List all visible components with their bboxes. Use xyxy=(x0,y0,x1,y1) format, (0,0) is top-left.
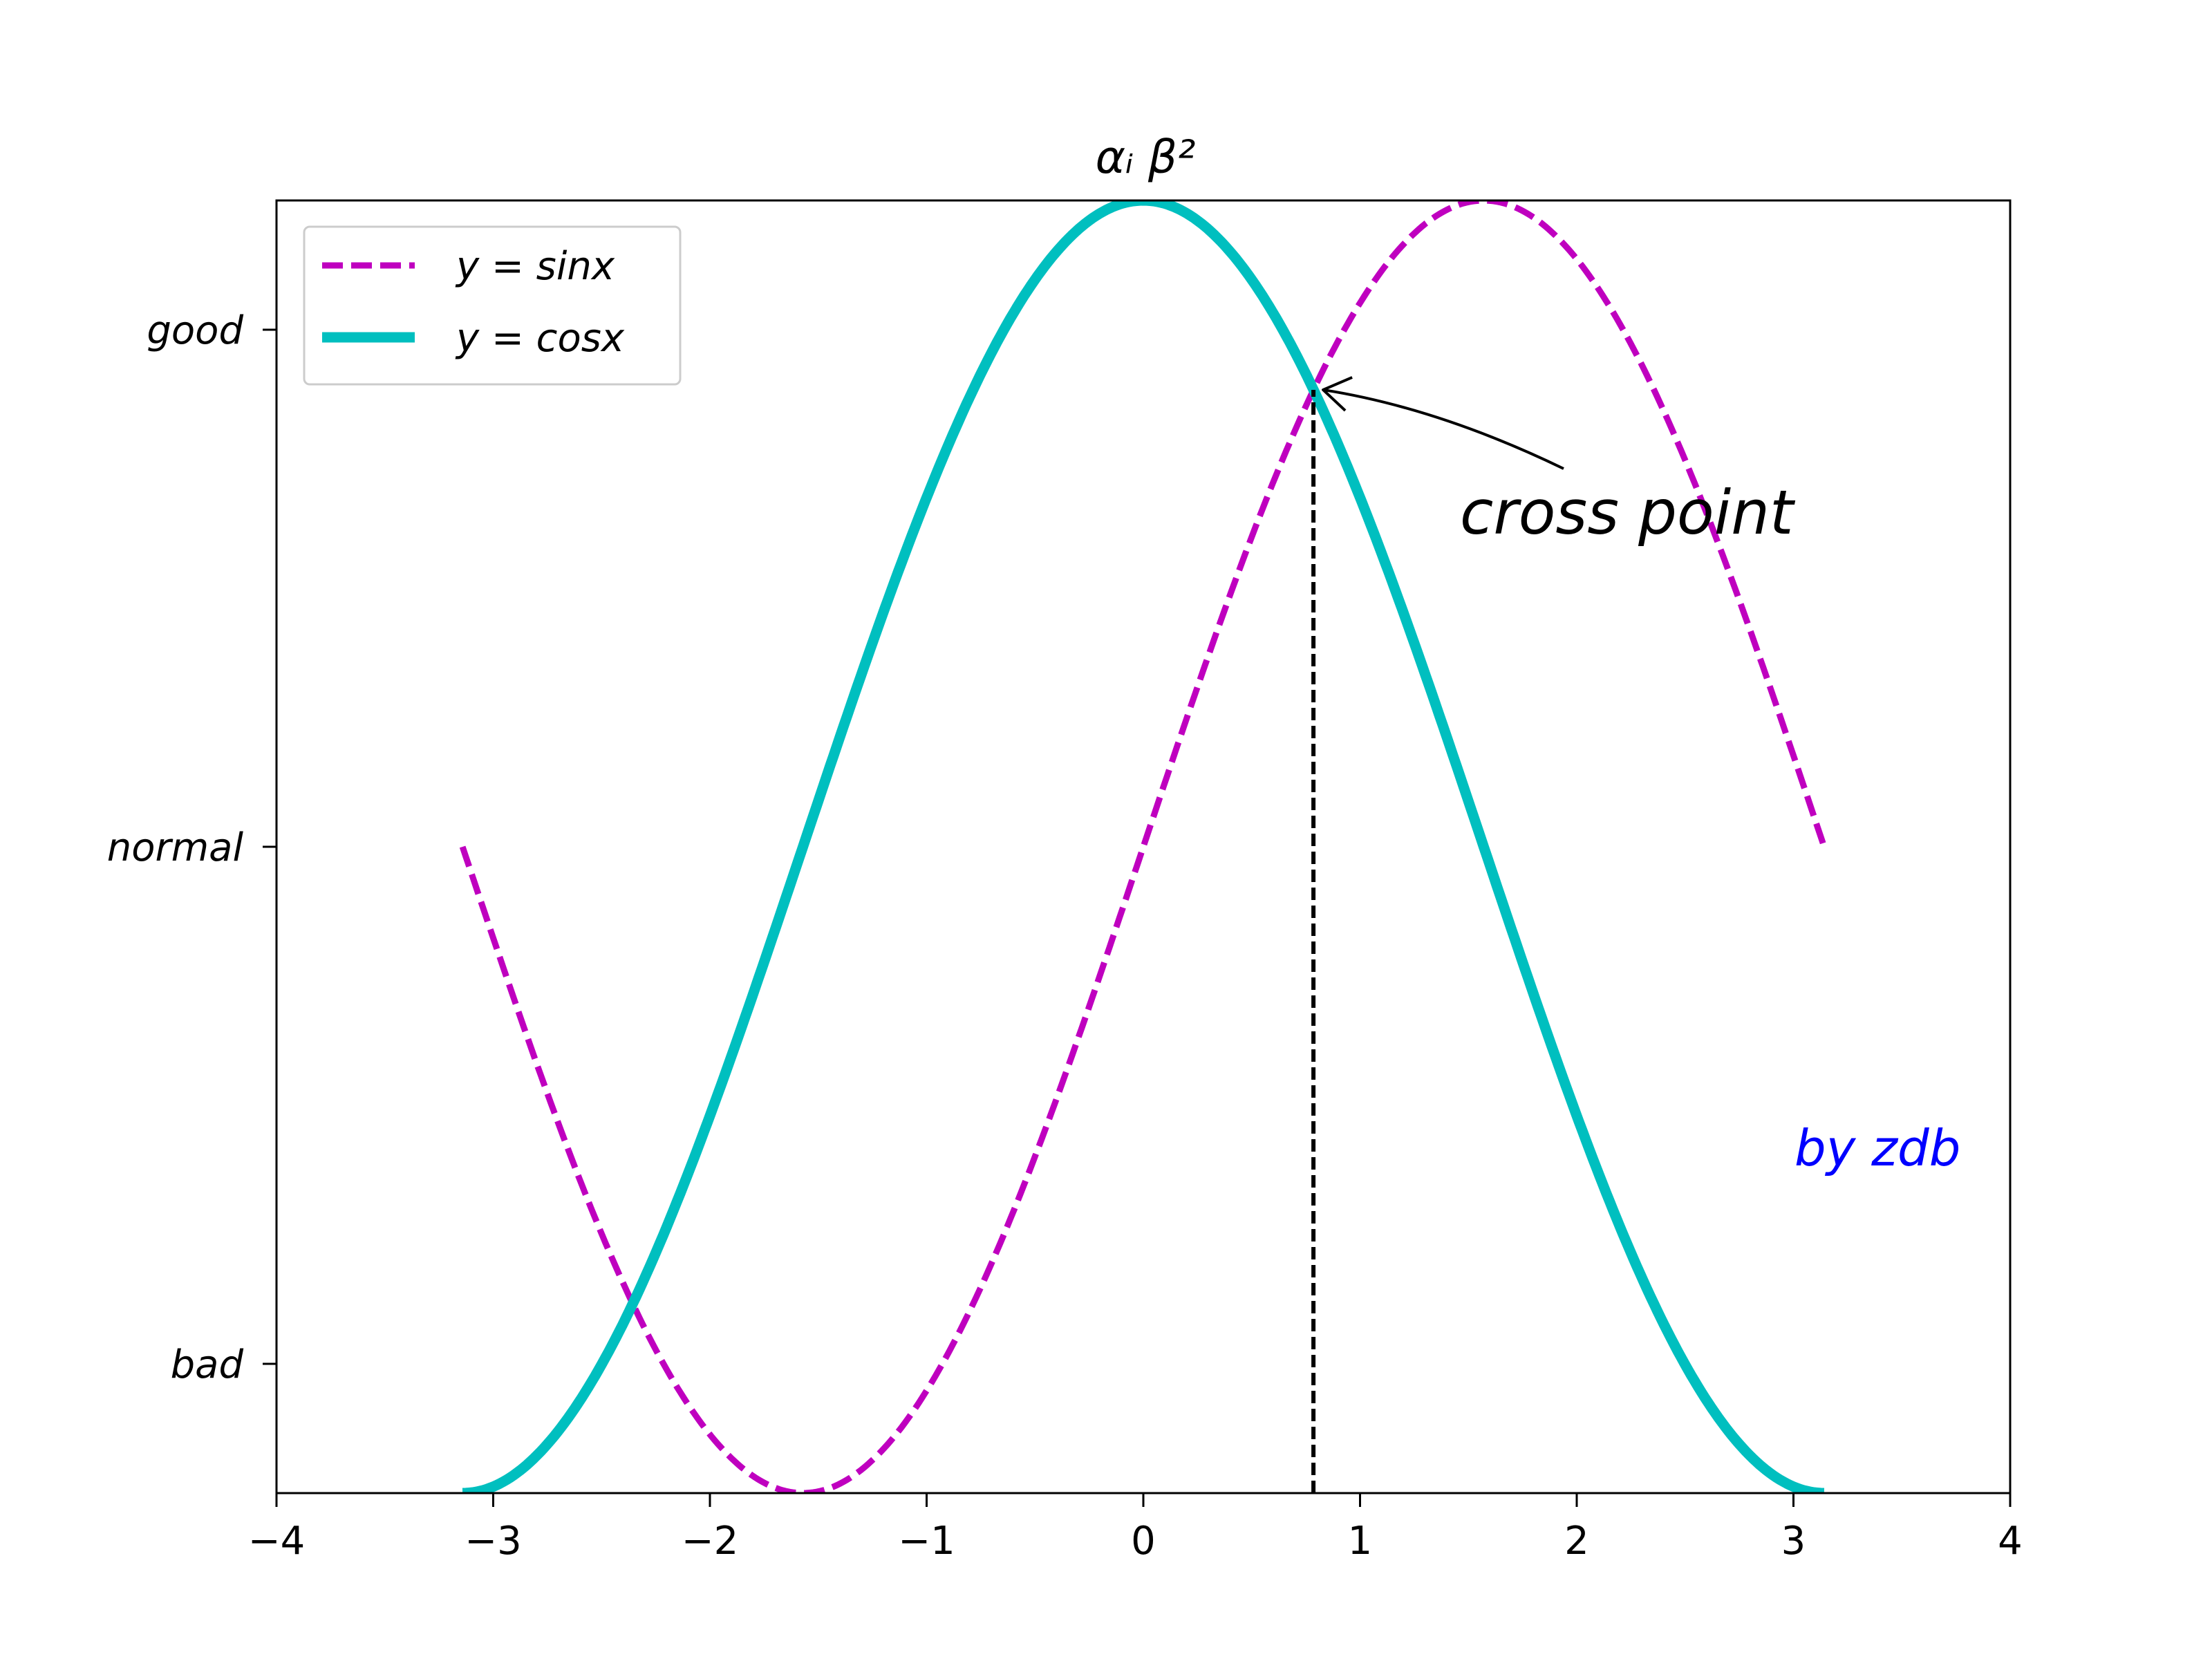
x-tick-label: 1 xyxy=(1348,1519,1373,1564)
series-line-cosx xyxy=(460,200,1826,1493)
y-tick-label: normal xyxy=(107,825,244,870)
signature-text: by zdb xyxy=(1794,1119,1960,1177)
x-tick-label: −3 xyxy=(465,1519,522,1564)
y-tick-label: bad xyxy=(171,1342,244,1387)
x-axis: −4 −3 −2 −1 0 1 2 3 4 xyxy=(248,1493,2023,1564)
annotation-layer: cross point by zdb xyxy=(1322,376,1960,1177)
annotation-arrow xyxy=(1322,388,1564,470)
chart-title: αᵢ β² xyxy=(1096,131,1196,184)
x-tick-label: −2 xyxy=(682,1519,739,1564)
annotation-arrowhead xyxy=(1322,376,1353,412)
x-tick-label: 4 xyxy=(1998,1519,2023,1564)
y-tick-label: good xyxy=(147,308,243,353)
series-layer xyxy=(459,200,1828,1493)
annotation-label: cross point xyxy=(1460,477,1796,548)
x-tick-label: −1 xyxy=(898,1519,955,1564)
legend-label-cosx: y = cosx xyxy=(455,316,625,361)
x-tick-label: 0 xyxy=(1131,1519,1156,1564)
legend-label-sinx: y = sinx xyxy=(455,244,615,289)
legend: y = sinx y = cosx xyxy=(303,225,682,386)
x-tick-label: 3 xyxy=(1781,1519,1806,1564)
y-axis: bad normal good xyxy=(107,308,276,1387)
x-tick-label: 2 xyxy=(1564,1519,1589,1564)
x-tick-label: −4 xyxy=(248,1519,306,1564)
